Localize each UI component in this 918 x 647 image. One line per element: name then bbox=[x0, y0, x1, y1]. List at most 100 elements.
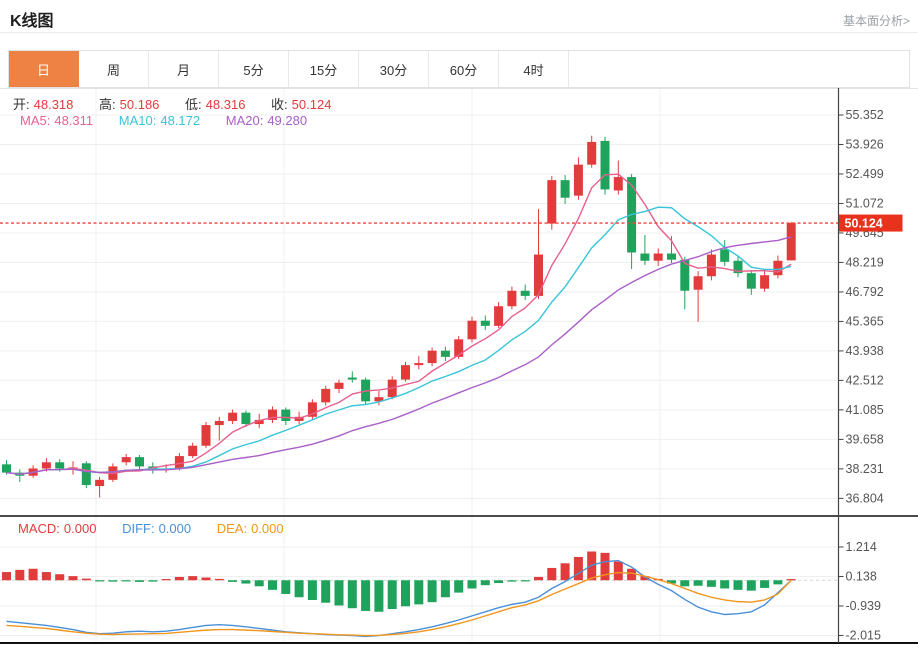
price-tick-label: 42.512 bbox=[846, 373, 884, 387]
macd-histogram-bar bbox=[55, 574, 65, 581]
candle-body bbox=[573, 164, 583, 196]
price-tick-label: 55.352 bbox=[846, 108, 884, 122]
candle-body bbox=[347, 377, 357, 380]
candle-body bbox=[401, 365, 410, 380]
candle-body bbox=[547, 180, 557, 224]
low-value: 48.316 bbox=[205, 97, 246, 112]
macd-histogram-bar bbox=[600, 552, 610, 581]
candle-body bbox=[334, 382, 344, 389]
candle-body bbox=[2, 464, 11, 473]
candle-body bbox=[494, 306, 504, 326]
candle-body bbox=[81, 463, 91, 486]
ma10-line bbox=[6, 206, 792, 475]
macd-value: 0.000 bbox=[63, 521, 97, 536]
candle-body bbox=[587, 141, 597, 165]
macd-histogram-bar bbox=[560, 563, 570, 581]
tab-30min[interactable]: 30分 bbox=[359, 51, 429, 87]
low-label: 低: bbox=[185, 97, 202, 112]
macd-tick-label: -0.939 bbox=[846, 599, 881, 613]
kline-chart-svg: 55.35253.92652.49951.07249.64548.21946.7… bbox=[0, 88, 918, 644]
macd-legend: MACD: 0.000 DIFF: 0.000 DEA: 0.000 bbox=[18, 521, 288, 536]
tab-4hour[interactable]: 4时 bbox=[499, 51, 569, 87]
candle-body bbox=[214, 420, 224, 426]
macd-histogram-bar bbox=[427, 580, 437, 603]
macd-histogram-bar bbox=[613, 561, 623, 581]
macd-histogram-bar bbox=[467, 580, 477, 589]
macd-histogram-bar bbox=[480, 580, 490, 586]
macd-histogram-bar bbox=[28, 568, 38, 581]
diff-label: DIFF: bbox=[122, 521, 155, 536]
candle-body bbox=[201, 425, 211, 446]
macd-histogram-bar bbox=[201, 577, 211, 581]
candle-body bbox=[95, 479, 105, 487]
macd-histogram-bar bbox=[773, 580, 783, 585]
tab-15min[interactable]: 15分 bbox=[289, 51, 359, 87]
fundamental-analysis-link[interactable]: 基本面分析> bbox=[842, 14, 910, 28]
macd-histogram-bar bbox=[135, 580, 144, 582]
macd-histogram-bar bbox=[573, 556, 583, 581]
ma-legend: MA5: 48.311 MA10: 48.172 MA20: 49.280 bbox=[20, 113, 311, 128]
macd-histogram-bar bbox=[627, 568, 637, 581]
candle-body bbox=[520, 290, 530, 296]
ma5-label: MA5: bbox=[20, 113, 51, 128]
macd-histogram-bar bbox=[241, 580, 251, 584]
macd-tick-label: -2.015 bbox=[846, 628, 881, 642]
open-label: 开: bbox=[13, 97, 30, 112]
macd-histogram-bar bbox=[254, 580, 264, 587]
candle-body bbox=[440, 350, 450, 357]
macd-histogram-bar bbox=[746, 580, 756, 591]
macd-histogram-bar bbox=[507, 580, 517, 582]
macd-histogram-bar bbox=[414, 580, 424, 605]
candle-body bbox=[467, 320, 477, 340]
macd-label: MACD: bbox=[18, 521, 60, 536]
macd-histogram-bar bbox=[121, 580, 131, 582]
candle-body bbox=[507, 290, 517, 307]
macd-histogram-bar bbox=[706, 580, 716, 587]
macd-histogram-bar bbox=[680, 580, 690, 587]
ma10-value: 48.172 bbox=[160, 113, 201, 128]
price-tick-label: 38.231 bbox=[846, 462, 884, 476]
macd-histogram-bar bbox=[640, 576, 650, 581]
dea-value: 0.000 bbox=[251, 521, 284, 536]
close-label: 收: bbox=[271, 97, 288, 112]
current-price-badge-text: 50.124 bbox=[845, 217, 883, 231]
high-value: 50.186 bbox=[119, 97, 160, 112]
candle-body bbox=[414, 363, 424, 366]
chart-area[interactable]: 55.352 53.926 52.499 51.072 49.645 48.219 46.7… bbox=[0, 88, 918, 647]
diff-line bbox=[6, 559, 792, 638]
tab-day[interactable]: 日 bbox=[9, 51, 79, 87]
ma20-line bbox=[6, 236, 792, 475]
candle-body bbox=[640, 253, 650, 261]
candle-body bbox=[706, 254, 716, 277]
macd-tick-label: 1.214 bbox=[846, 540, 877, 554]
tab-month[interactable]: 月 bbox=[149, 51, 219, 87]
candle-body bbox=[174, 456, 184, 469]
candle-body bbox=[480, 320, 490, 326]
macd-histogram-bar bbox=[161, 579, 171, 581]
ma20-value: 49.280 bbox=[267, 113, 308, 128]
macd-histogram-bar bbox=[174, 576, 184, 581]
ma20-label: MA20: bbox=[225, 113, 264, 128]
macd-histogram-bar bbox=[374, 580, 384, 612]
price-tick-label: 41.085 bbox=[846, 403, 884, 417]
macd-histogram-bar bbox=[68, 576, 78, 581]
macd-histogram-bar bbox=[760, 580, 770, 588]
macd-histogram-bar bbox=[786, 579, 796, 581]
candle-body bbox=[733, 260, 743, 274]
current-price-badge bbox=[838, 214, 903, 232]
tab-week[interactable]: 周 bbox=[79, 51, 149, 87]
tab-5min[interactable]: 5分 bbox=[219, 51, 289, 87]
price-tick-label: 53.926 bbox=[846, 137, 884, 151]
candle-body bbox=[374, 397, 384, 402]
candle-body bbox=[600, 140, 610, 190]
macd-histogram-bar bbox=[81, 578, 91, 581]
open-value: 48.318 bbox=[33, 97, 74, 112]
macd-histogram-bar bbox=[720, 580, 730, 589]
price-tick-label: 46.792 bbox=[846, 285, 884, 299]
tab-60min[interactable]: 60分 bbox=[429, 51, 499, 87]
price-tick-label: 52.499 bbox=[846, 167, 884, 181]
macd-histogram-bar bbox=[401, 580, 410, 607]
candle-body bbox=[228, 412, 238, 421]
candle-body bbox=[653, 253, 663, 261]
macd-histogram-bar bbox=[334, 580, 344, 606]
